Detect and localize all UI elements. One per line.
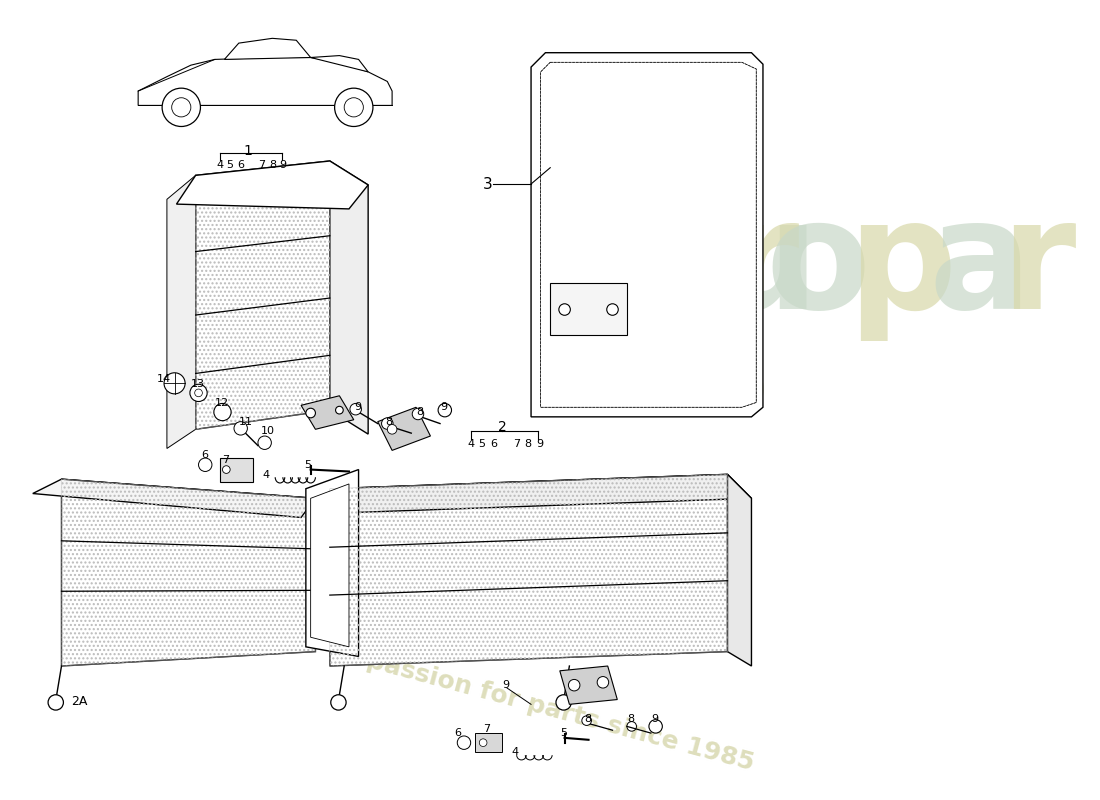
Circle shape [213,403,231,421]
Circle shape [627,722,637,731]
Text: 8: 8 [268,160,276,170]
Text: 9: 9 [354,402,361,413]
Text: 6: 6 [201,450,208,460]
Circle shape [559,304,570,315]
Polygon shape [727,474,751,666]
Text: 5: 5 [478,439,486,449]
Text: 9: 9 [536,439,543,449]
Polygon shape [139,58,392,106]
Polygon shape [301,396,354,430]
Text: r: r [1001,192,1076,341]
Circle shape [649,720,662,733]
Bar [550,282,627,335]
Circle shape [336,406,343,414]
Text: 9: 9 [651,714,658,724]
Text: 13: 13 [191,378,205,389]
Circle shape [48,694,64,710]
Text: 1: 1 [244,144,253,158]
Text: 4: 4 [512,747,519,758]
Text: 8: 8 [385,417,393,427]
Text: 8: 8 [627,714,634,724]
Text: 4: 4 [263,470,270,479]
Polygon shape [306,470,359,657]
Circle shape [350,403,362,415]
Circle shape [306,408,316,418]
Polygon shape [176,161,368,209]
Circle shape [164,373,185,394]
Text: 9: 9 [440,402,447,413]
Polygon shape [531,53,763,417]
Circle shape [382,418,393,430]
Circle shape [569,679,580,691]
Polygon shape [167,175,196,449]
Text: a passion for parts since 1985: a passion for parts since 1985 [340,642,757,775]
Circle shape [190,384,207,402]
Circle shape [597,677,608,688]
Polygon shape [62,479,316,666]
Text: o: o [766,192,871,341]
Text: 12: 12 [214,398,229,408]
Circle shape [195,389,202,397]
Polygon shape [310,484,349,647]
Text: 10: 10 [261,426,275,437]
Text: 6: 6 [454,728,461,738]
Polygon shape [330,474,727,666]
Text: t: t [607,297,681,446]
Polygon shape [560,666,617,704]
Text: s: s [680,297,770,446]
Text: r: r [723,192,799,341]
Text: 5: 5 [304,460,311,470]
Text: a: a [928,192,1032,341]
Circle shape [412,408,424,420]
Text: 5: 5 [227,160,233,170]
Polygon shape [196,161,330,430]
Circle shape [222,466,230,474]
Text: 2: 2 [498,420,507,434]
Text: 7: 7 [513,439,520,449]
Text: 11: 11 [239,417,253,427]
Text: 7: 7 [222,455,230,465]
Circle shape [458,736,471,750]
Text: 3: 3 [483,178,493,192]
Circle shape [480,739,487,746]
Circle shape [387,425,397,434]
Circle shape [257,436,272,450]
Text: 9: 9 [279,160,286,170]
Text: 4: 4 [216,160,223,170]
Bar [475,733,503,752]
Circle shape [344,98,363,117]
Polygon shape [377,407,430,450]
Circle shape [582,716,592,726]
Text: eu: eu [607,192,821,341]
Circle shape [234,422,248,435]
Circle shape [331,694,346,710]
Text: 6: 6 [491,439,497,449]
Text: 4: 4 [468,439,474,449]
Circle shape [172,98,191,117]
Circle shape [438,403,451,417]
Circle shape [607,304,618,315]
Circle shape [162,88,200,126]
Polygon shape [33,479,316,518]
Text: p: p [847,192,957,341]
Polygon shape [310,55,369,72]
Bar [220,458,253,482]
Text: 6: 6 [238,160,244,170]
Text: 2A: 2A [72,694,88,708]
Circle shape [198,458,212,471]
Text: 7: 7 [483,723,491,734]
Text: 7: 7 [258,160,265,170]
Text: 8: 8 [416,407,424,418]
Text: 14: 14 [157,374,172,384]
Circle shape [556,694,571,710]
Text: 8: 8 [584,714,591,724]
Circle shape [334,88,373,126]
Text: 9: 9 [503,680,509,690]
Text: 8: 8 [525,439,531,449]
Polygon shape [330,474,751,513]
Text: 5: 5 [560,728,566,738]
Polygon shape [224,38,310,59]
Polygon shape [330,161,369,434]
